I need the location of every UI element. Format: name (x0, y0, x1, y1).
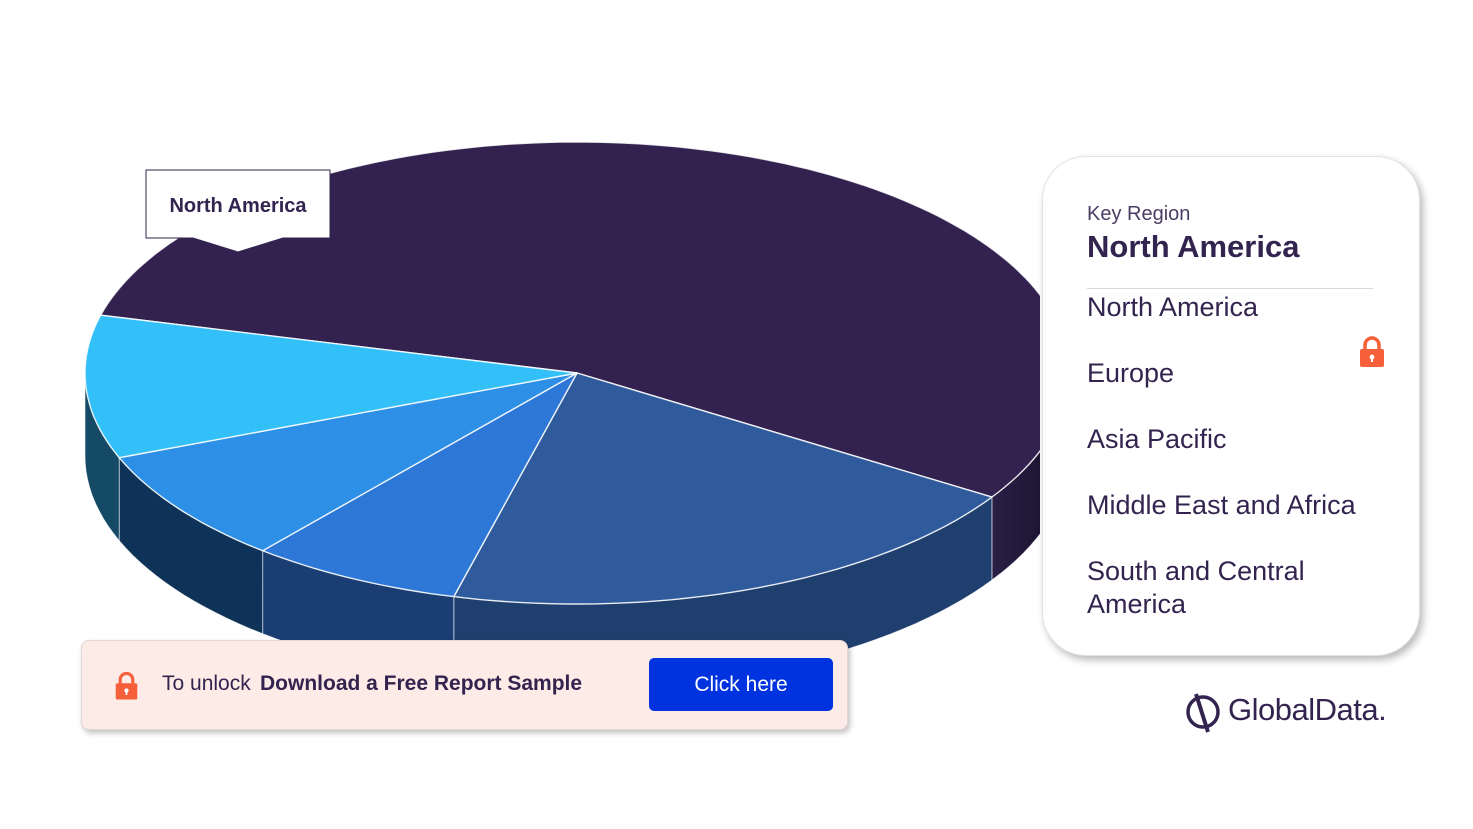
pie-slice-asia-pacific[interactable] (262, 372, 578, 598)
legend-heading: North America (1087, 229, 1300, 264)
legend-item-north-america[interactable]: North America (1087, 292, 1259, 322)
north-america-callout-label: North America (169, 194, 307, 217)
download-sample-text: Download a Free Report Sample (260, 672, 583, 695)
unlock-prefix-text: To unlock (162, 672, 251, 695)
legend-kicker: Key Region (1087, 203, 1191, 225)
lock-icon[interactable] (1357, 335, 1387, 374)
legend-item-asia-pacific[interactable]: Asia Pacific (1087, 424, 1227, 454)
legend-divider (1087, 288, 1373, 289)
globaldata-logo-icon (1184, 690, 1222, 741)
legend-item-south-and-central-america[interactable]: South and Central America (1087, 556, 1305, 619)
legend-item-europe[interactable]: Europe (1087, 358, 1175, 388)
globaldata-brand: GlobalData. (1184, 688, 1414, 736)
legend-item-middle-east-and-africa[interactable]: Middle East and Africa (1087, 490, 1356, 520)
pie-slice-middle-east-and-africa[interactable] (118, 372, 578, 552)
pie-slice-south-and-central-america[interactable] (84, 314, 578, 459)
region-legend-card: Key Region North America North America E… (1042, 156, 1420, 656)
legend-list: North America Europe Asia Pacific Middle… (1087, 291, 1387, 654)
unlock-banner: To unlock Download a Free Report Sample … (81, 640, 848, 730)
brand-name: GlobalData. (1228, 692, 1387, 727)
lock-icon (113, 670, 140, 707)
pie-slice-europe[interactable] (453, 372, 993, 605)
callout-box (145, 169, 331, 253)
pie-group (84, 141, 1040, 688)
click-here-button[interactable]: Click here (649, 658, 833, 711)
